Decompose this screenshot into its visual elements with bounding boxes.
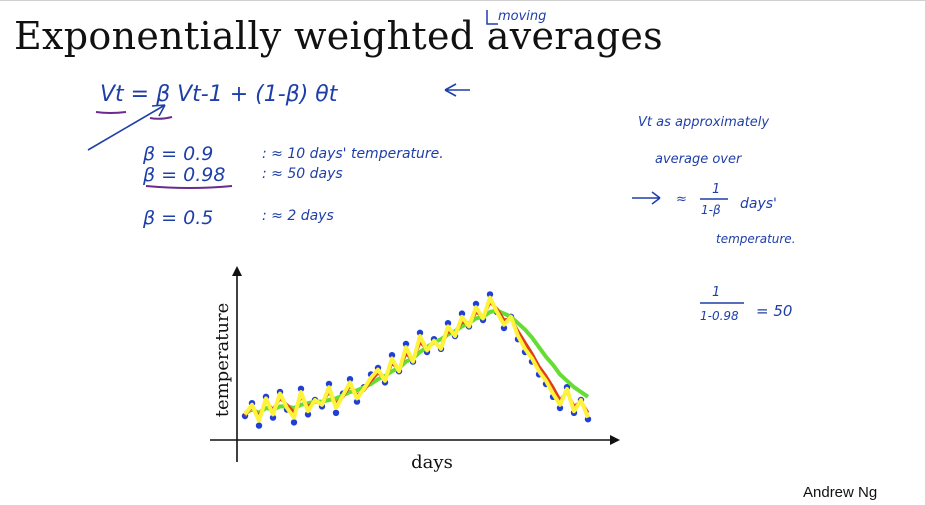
fraction-numerator: 1 [712, 182, 720, 197]
temperature-point [353, 398, 361, 405]
calc-denominator: 1-0.98 [700, 309, 739, 323]
temperature-point [486, 291, 494, 298]
author-label: Andrew Ng [803, 484, 878, 501]
caret-mark [486, 10, 498, 25]
approx-line-3: : ≈ 2 days [262, 208, 334, 224]
plot-area [241, 291, 592, 429]
y-axis-label: temperature [212, 303, 233, 418]
vt-underline [95, 111, 127, 114]
temperature-point [325, 380, 333, 388]
approx-line-2: : ≈ 50 days [262, 166, 343, 182]
approx-symbol: ≈ [676, 192, 687, 207]
temperature-point [472, 300, 480, 308]
temperature-point [388, 352, 396, 359]
temperature-point [297, 385, 305, 392]
side-note-line-4: temperature. [716, 232, 796, 246]
temperature-point [255, 422, 263, 429]
x-axis-arrow-icon [610, 435, 620, 445]
temperature-point [290, 419, 298, 426]
top-divider [0, 0, 925, 1]
yellow-series-line [243, 295, 590, 423]
temperature-point [556, 404, 564, 412]
approx-line-1: : ≈ 10 days' temperature. [262, 146, 444, 162]
beta-line-3: β = 0.5 [142, 207, 213, 229]
side-note-line-1: Vt as approximately [638, 115, 769, 130]
beta-line-1: β = 0.9 [142, 143, 213, 165]
x-axis-label: days [411, 452, 453, 473]
y-axis-arrow-icon [232, 266, 242, 276]
red-series-line [243, 300, 590, 418]
side-note-line-2: average over [655, 152, 743, 167]
temperature-point [444, 320, 452, 327]
fraction-denominator: 1-β [701, 203, 721, 217]
ewa-equation: Vt = β Vt-1 + (1-β) θt [100, 82, 339, 107]
slide-title: Exponentially weighted averages [14, 14, 663, 58]
temperature-point [304, 411, 312, 418]
calc-numerator: 1 [712, 285, 720, 300]
temperature-point [269, 414, 277, 421]
temperature-point [458, 310, 466, 317]
temperature-point [500, 324, 508, 332]
right-arrow-icon [632, 191, 661, 205]
moving-annotation: moving [498, 9, 546, 24]
temperature-point [346, 376, 354, 383]
beta-098-underline [145, 185, 233, 189]
beta-underline [149, 116, 173, 120]
beta-line-2: β = 0.98 [142, 164, 225, 186]
days-label: days' [740, 196, 777, 212]
temperature-point [402, 340, 410, 348]
temperature-point [332, 409, 340, 416]
calc-result: = 50 [756, 302, 792, 320]
left-arrow-icon [444, 83, 470, 97]
diagonal-arrow-icon [87, 104, 166, 151]
temperature-point [416, 329, 424, 336]
chart-axes [210, 266, 620, 462]
